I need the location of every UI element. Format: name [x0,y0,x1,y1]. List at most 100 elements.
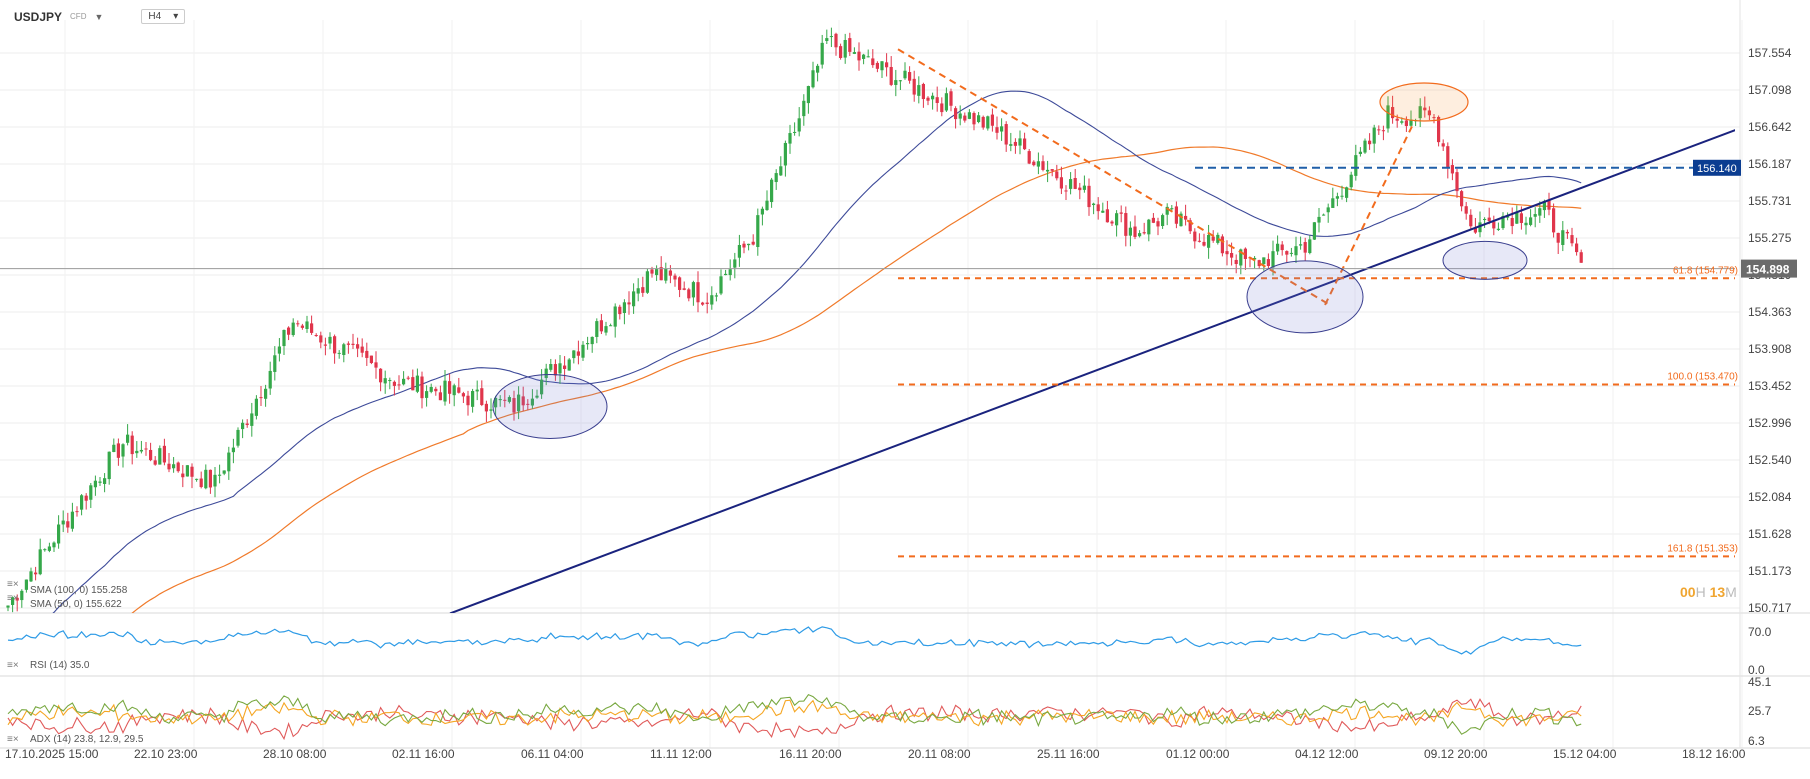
candle [411,377,415,391]
candle [1073,178,1077,189]
candle [310,323,314,333]
x-tick-label: 28.10 08:00 [263,747,327,761]
candle [1128,227,1132,236]
candle [328,336,332,344]
rsi-line [7,626,1582,655]
candle [1032,161,1036,166]
candle [1400,121,1404,123]
candle [1243,248,1247,259]
candle [1041,161,1045,170]
candle [714,295,718,297]
candle [1004,124,1008,145]
symbol-type: CFD [70,12,87,21]
candle [1299,244,1303,246]
indicator-icon: ≡× [7,593,19,604]
candle [1124,213,1128,236]
candle [852,52,856,54]
candle [986,116,990,129]
candle [507,397,511,402]
candle [1524,222,1528,226]
candle [356,344,360,349]
candle [1450,165,1454,174]
candle [590,336,594,345]
candle [963,115,967,121]
candle [1483,218,1487,221]
candle [1059,177,1063,189]
candle [1570,235,1574,244]
candle [1469,214,1473,227]
symbol-dropdown-icon[interactable]: ▼ [94,11,104,22]
candle [595,321,599,337]
candle [369,355,373,364]
candle [319,335,323,343]
candle [1202,241,1206,246]
candle [967,112,971,119]
candle [1197,240,1201,242]
candle [1519,213,1523,223]
symbol-label[interactable]: USDJPY [14,9,63,24]
candle [903,70,907,79]
candle [1377,129,1381,131]
time-axis: 17.10.2025 15:00 22.10 23:00 28.10 08:00 02… [5,747,1746,761]
candle [43,549,47,551]
adx-label: ADX (14) 23.8, 12.9, 29.5 [30,734,144,745]
chevron-down-icon: ▾ [173,11,179,22]
candle [1326,207,1330,213]
candle [737,245,741,258]
candle [678,277,682,290]
candle [687,289,691,299]
sma-top-label: SMA (100, 0) 155.258 [30,585,128,596]
candle [392,381,396,386]
candle [1335,196,1339,199]
candle [1331,198,1335,208]
candle [1423,107,1427,111]
candle [857,51,861,61]
candle [1165,206,1169,215]
y-tick-label: 151.173 [1748,564,1792,578]
candle [954,108,958,120]
candle [1271,251,1275,268]
candle [231,447,235,453]
candle [70,511,74,529]
candle [287,327,291,335]
candle [296,323,300,325]
candle [1211,236,1215,241]
candle [1464,206,1468,214]
candle [1409,119,1413,126]
candle [990,114,994,126]
candle [1547,199,1551,210]
candle [52,542,56,548]
candle [636,288,640,294]
candle [765,200,769,211]
candle [793,131,797,133]
candle [1395,118,1399,121]
candle [1391,107,1395,119]
countdown-hours: 00 [1680,584,1696,600]
candle [931,95,935,100]
sma-bottom-label: SMA (50, 0) 155.622 [30,599,122,610]
candle [135,450,139,454]
candle [6,605,10,608]
candle [11,597,15,605]
support-ellipse-3 [1442,240,1528,280]
candle [1050,169,1054,171]
candle [245,423,249,425]
candle [448,381,452,394]
y-tick-label: 154.363 [1748,305,1792,319]
candle [526,403,530,405]
timeframe-select[interactable]: H4 ▾ [141,9,186,24]
candle [1404,120,1408,127]
candle [728,269,732,276]
candle [1276,243,1280,252]
candle [1009,144,1013,146]
candle [935,97,939,103]
candle [655,269,659,276]
candles [6,27,1583,613]
candle [1575,243,1579,253]
candle [415,375,419,392]
candle [227,452,231,472]
candle [742,243,746,248]
candle [944,93,948,111]
candle [779,166,783,176]
